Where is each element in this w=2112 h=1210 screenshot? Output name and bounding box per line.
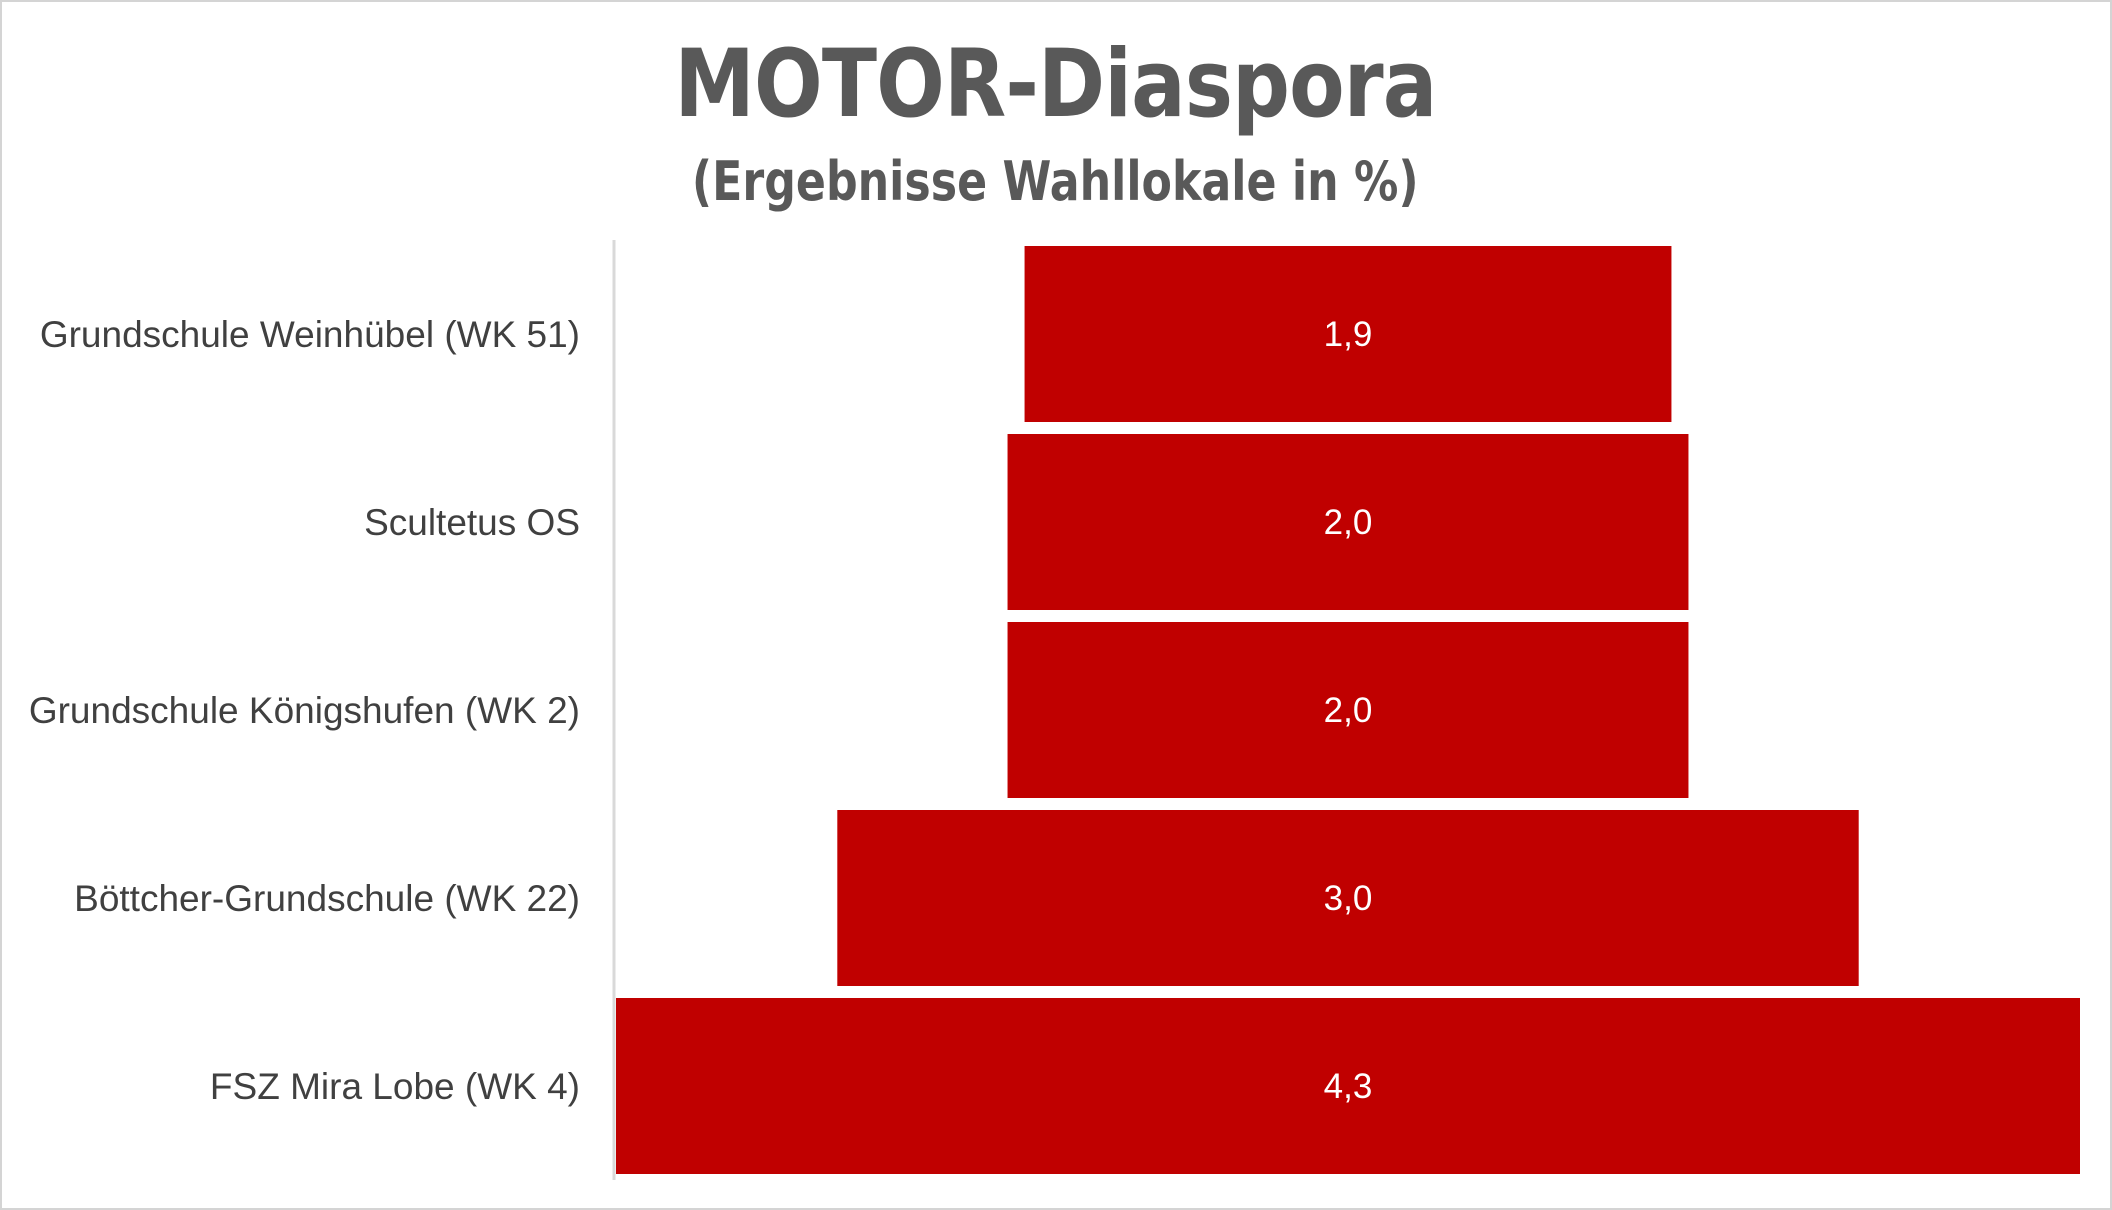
value-label-5: 4,3: [1324, 1067, 1373, 1106]
category-label-2: Scultetus OS: [364, 502, 580, 543]
category-label-3: Grundschule Königshufen (WK 2): [29, 690, 580, 731]
value-label-1: 1,9: [1324, 315, 1373, 354]
value-label-3: 2,0: [1324, 691, 1373, 730]
category-label-1: Grundschule Weinhübel (WK 51): [40, 314, 580, 355]
bar-4: [837, 810, 1859, 986]
bar-2: [1007, 434, 1689, 610]
value-label-2: 2,0: [1324, 503, 1373, 542]
chart-subtitle: (Ergebnisse Wahllokale in %): [691, 150, 1419, 213]
value-label-4: 3,0: [1324, 879, 1373, 918]
category-label-4: Böttcher-Grundschule (WK 22): [74, 878, 580, 919]
bar-1: [1024, 246, 1672, 422]
bar-3: [1007, 622, 1689, 798]
chart-title: MOTOR-Diaspora: [674, 30, 1437, 139]
bar-5: [616, 998, 2080, 1174]
bars-group: 1,9 Grundschule Weinhübel (WK 51) 2,0 Scult…: [29, 246, 2080, 1174]
category-label-5: FSZ Mira Lobe (WK 4): [210, 1066, 580, 1107]
